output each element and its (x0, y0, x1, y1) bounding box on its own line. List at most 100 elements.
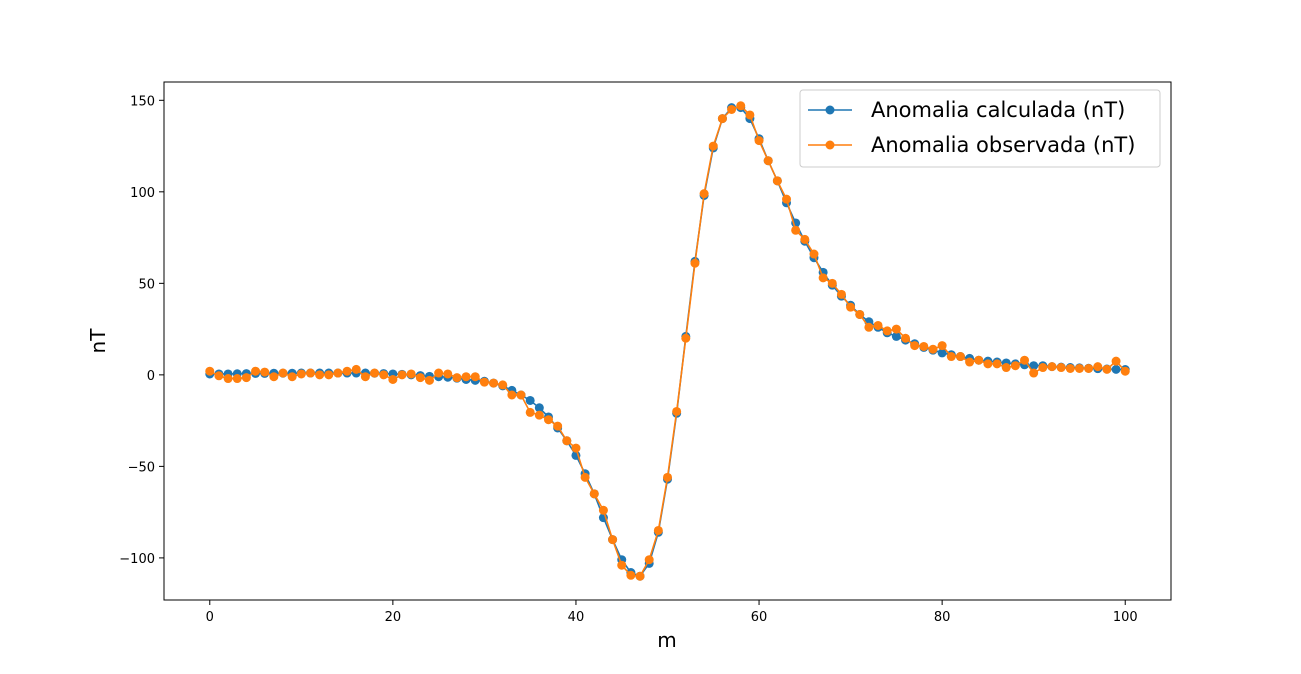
data-point (1102, 364, 1112, 374)
data-point (736, 101, 746, 111)
data-point (1001, 363, 1011, 373)
data-point (846, 302, 856, 312)
data-point (827, 278, 837, 288)
data-point (406, 369, 416, 379)
data-point (598, 505, 608, 515)
data-point (617, 560, 627, 570)
data-point (937, 348, 947, 358)
data-point (782, 194, 792, 204)
data-point (754, 136, 764, 146)
legend-marker (825, 105, 835, 115)
data-point (955, 352, 965, 362)
data-point (443, 369, 453, 379)
data-point (571, 443, 581, 453)
legend-item: Anomalia calculada (nT) (808, 98, 1125, 122)
legend-marker (825, 140, 835, 150)
data-point (1020, 355, 1030, 365)
series-layer (205, 101, 1130, 581)
series-2 (205, 101, 1130, 581)
data-point (928, 344, 938, 354)
data-point (791, 225, 801, 235)
data-point (763, 156, 773, 166)
x-tick-label: 80 (934, 610, 951, 625)
data-point (891, 324, 901, 334)
data-point (553, 421, 563, 431)
x-tick-label: 100 (1113, 610, 1138, 625)
y-tick-label: 100 (130, 186, 155, 201)
data-point (992, 359, 1002, 369)
legend: Anomalia calculada (nT) Anomalia observad… (799, 89, 1161, 168)
legend-label: Anomalia calculada (nT) (871, 98, 1125, 122)
data-point (461, 372, 471, 382)
data-point (727, 104, 737, 114)
y-tick-label: −50 (128, 460, 155, 475)
data-point (1065, 363, 1075, 373)
data-point (525, 407, 535, 417)
data-point (269, 372, 279, 382)
data-point (205, 366, 215, 376)
data-point (296, 369, 306, 379)
data-point (1093, 362, 1103, 372)
data-point (1029, 361, 1039, 371)
data-point (479, 377, 489, 387)
data-point (1111, 356, 1121, 366)
data-point (251, 366, 261, 376)
data-point (1120, 366, 1130, 376)
data-point (260, 367, 270, 377)
x-tick-label: 20 (385, 610, 402, 625)
data-point (800, 234, 810, 244)
data-point (910, 341, 920, 351)
data-point (882, 326, 892, 336)
data-point (214, 371, 224, 381)
data-point (324, 370, 334, 380)
data-point (305, 368, 315, 378)
data-point (232, 374, 242, 384)
data-point (1111, 364, 1121, 374)
data-point (351, 364, 361, 374)
data-point (424, 375, 434, 385)
x-tick-label: 60 (751, 610, 768, 625)
data-point (516, 390, 526, 400)
data-point (855, 309, 865, 319)
data-point (489, 378, 499, 388)
data-point (663, 472, 672, 482)
data-point (525, 395, 535, 405)
data-point (1047, 362, 1057, 372)
y-tick-label: 150 (130, 94, 155, 109)
data-point (333, 368, 343, 378)
data-point (891, 331, 901, 341)
data-point (864, 322, 874, 332)
y-tick-label: 0 (147, 369, 155, 384)
data-point (1029, 368, 1039, 378)
data-point (241, 373, 251, 383)
data-point (370, 368, 380, 378)
data-point (809, 249, 819, 259)
data-point (397, 370, 407, 380)
y-tick-label: 50 (138, 277, 155, 292)
y-axis-label: nT (86, 328, 110, 354)
data-point (974, 355, 984, 365)
data-point (699, 189, 709, 199)
data-point (342, 366, 352, 376)
data-point (717, 114, 727, 124)
data-point (937, 341, 947, 351)
data-point (836, 289, 846, 299)
data-point (1084, 363, 1094, 373)
x-axis-label: m (657, 628, 676, 652)
data-point (534, 403, 544, 413)
data-point (287, 372, 297, 382)
data-point (315, 370, 325, 380)
data-point (626, 570, 636, 580)
data-point (507, 390, 517, 400)
data-point (965, 357, 975, 367)
data-point (388, 374, 398, 384)
data-point (543, 415, 553, 425)
data-point (1038, 363, 1048, 373)
data-point (919, 341, 929, 351)
data-point (708, 141, 718, 151)
data-point (672, 406, 682, 416)
y-tick-label: −100 (119, 552, 155, 567)
plot-area (164, 82, 1171, 600)
data-point (580, 472, 590, 482)
data-point (379, 370, 389, 380)
